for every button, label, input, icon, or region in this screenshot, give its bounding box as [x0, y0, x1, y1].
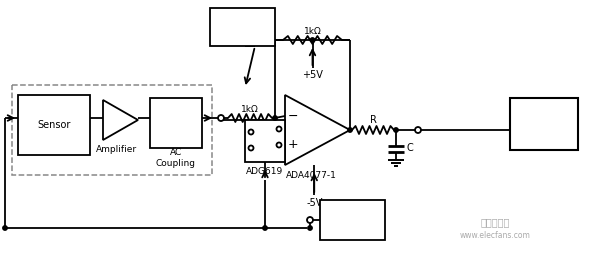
Circle shape	[394, 128, 398, 132]
Text: 1kΩ: 1kΩ	[241, 104, 259, 114]
Text: ADA4077-1: ADA4077-1	[286, 171, 337, 181]
Circle shape	[273, 116, 277, 120]
Text: 1kΩ: 1kΩ	[304, 27, 322, 35]
Text: R: R	[370, 115, 376, 125]
Circle shape	[219, 116, 223, 120]
Bar	[210, 8, 275, 46]
Text: www.elecfans.com: www.elecfans.com	[460, 230, 530, 240]
Circle shape	[248, 145, 254, 151]
Bar	[320, 200, 385, 240]
Text: Amplifier: Amplifier	[95, 145, 137, 155]
Text: C: C	[407, 143, 413, 153]
Circle shape	[310, 38, 314, 42]
Text: −: −	[288, 110, 298, 122]
Polygon shape	[285, 95, 350, 165]
Bar	[12, 85, 212, 175]
Circle shape	[307, 217, 313, 223]
Text: ADG619: ADG619	[247, 167, 284, 175]
Circle shape	[415, 127, 421, 133]
Bar	[150, 98, 202, 148]
Text: Sensor: Sensor	[37, 120, 71, 130]
Circle shape	[277, 143, 281, 147]
Polygon shape	[103, 100, 138, 140]
Bar	[245, 120, 285, 162]
Circle shape	[3, 226, 7, 230]
Circle shape	[277, 127, 281, 132]
Bar	[510, 98, 578, 150]
Text: +5V: +5V	[302, 70, 323, 80]
Circle shape	[348, 128, 352, 132]
Text: AC
Coupling: AC Coupling	[156, 148, 196, 168]
Circle shape	[308, 226, 312, 230]
Circle shape	[248, 129, 254, 134]
Circle shape	[218, 115, 224, 121]
Circle shape	[263, 226, 267, 230]
Text: +: +	[287, 138, 298, 151]
Text: -5V: -5V	[306, 198, 322, 208]
Text: 电子发烧友: 电子发烧友	[481, 217, 509, 227]
Bar	[18, 95, 90, 155]
